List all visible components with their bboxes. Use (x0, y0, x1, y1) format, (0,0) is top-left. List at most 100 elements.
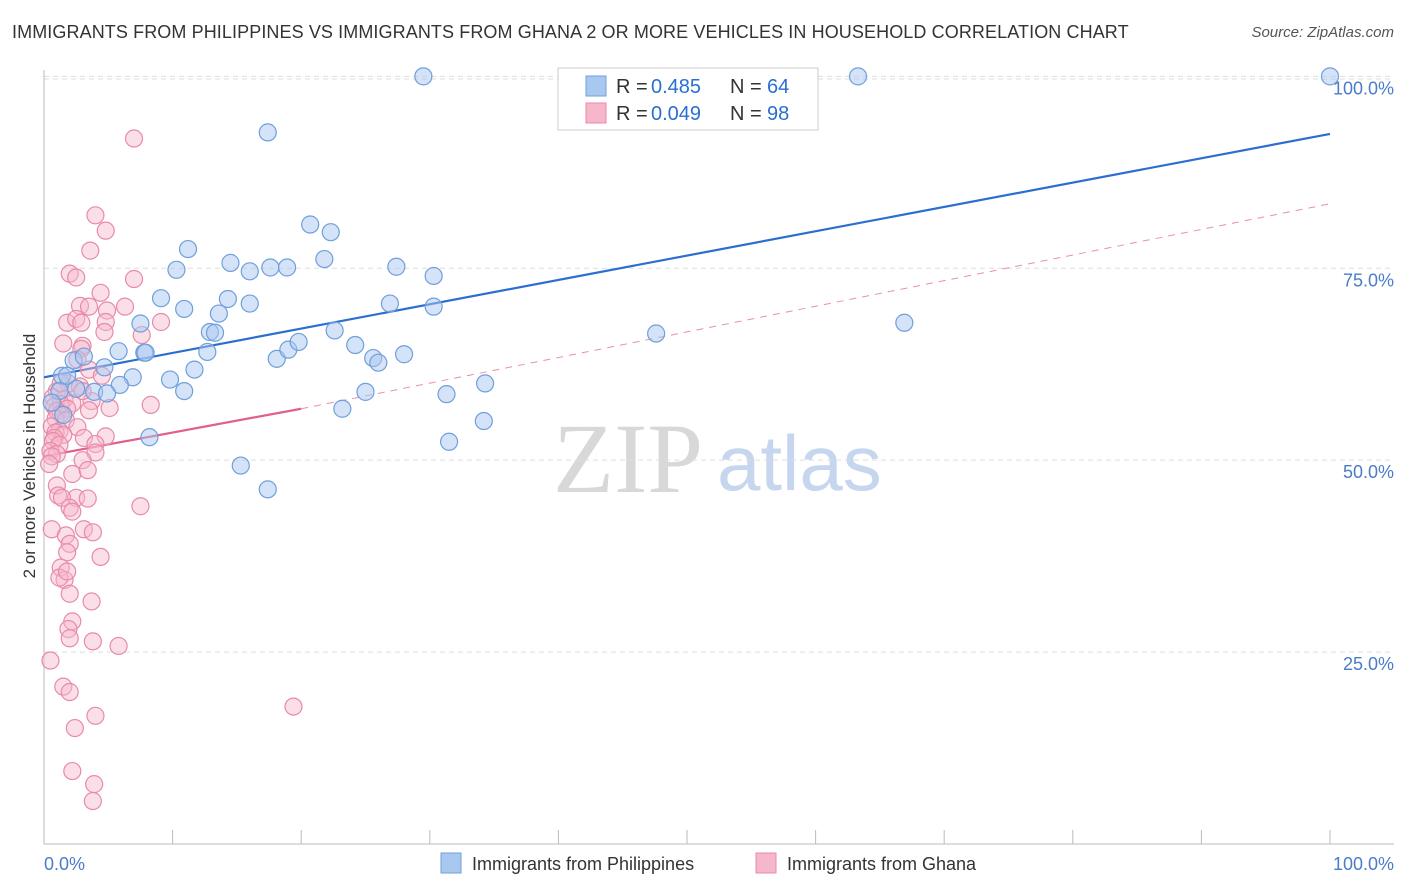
philippines-point-34 (289, 332, 308, 352)
philippines-point-52 (475, 374, 495, 393)
watermark-atlas: atlas (717, 419, 882, 507)
ghana-point-48 (74, 428, 93, 448)
ghana-point-17 (95, 322, 114, 342)
ghana-point-16 (72, 313, 91, 332)
watermark: ZIP atlas (553, 403, 882, 514)
ghana-point-91 (65, 718, 84, 738)
philippines-point-24 (205, 323, 225, 342)
philippines-point-19 (424, 297, 443, 316)
ghana-point-64 (52, 488, 72, 507)
y-tick-label-50: 50.0% (1343, 462, 1394, 482)
legend-r-label-blue: R = (616, 76, 648, 98)
ghana-point-82 (59, 619, 78, 639)
ghana-point-85 (109, 636, 128, 656)
ghana-point-49 (96, 427, 115, 446)
philippines-point-20 (131, 314, 150, 333)
chart-title: IMMIGRANTS FROM PHILIPPINES VS IMMIGRANT… (12, 22, 1129, 42)
philippines-point-41 (185, 360, 204, 379)
trend-line-philippines (43, 132, 1331, 379)
ghana-point-65 (78, 489, 97, 508)
philippines-point-45 (110, 375, 129, 395)
series-swatch-philippines (440, 852, 462, 874)
philippines-point-27 (895, 313, 914, 332)
ghana-point-60 (78, 461, 97, 480)
philippines-point-54 (474, 411, 493, 431)
legend-n-value-blue: 64 (767, 76, 789, 98)
ghana-point-67 (131, 497, 150, 516)
y-tick-labels: 25.0% 50.0% 75.0% 100.0% (1333, 78, 1394, 674)
ghana-point-59 (63, 464, 82, 484)
philippines-point-25 (325, 321, 344, 340)
philippines-point-26 (647, 324, 666, 343)
philippines-point-30 (136, 343, 155, 362)
philippines-point-6 (178, 239, 198, 259)
philippines-point-3 (258, 123, 277, 142)
philippines-point-40 (95, 358, 114, 377)
philippines-point-49 (97, 384, 117, 403)
series-label-ghana: Immigrants from Ghana (787, 854, 977, 874)
philippines-point-7 (221, 253, 240, 272)
y-tick-label-100: 100.0% (1333, 78, 1394, 98)
philippines-point-51 (356, 382, 375, 401)
ghana-point-71 (83, 523, 102, 542)
philippines-point-12 (315, 249, 334, 269)
ghana-point-10 (115, 297, 135, 316)
philippines-point-0 (414, 67, 433, 86)
ghana-point-79 (60, 584, 79, 603)
legend-r-value-pink: 0.049 (651, 103, 701, 125)
ghana-point-0 (124, 129, 144, 148)
legend-n-value-pink: 98 (767, 103, 789, 125)
trend-line-ghana (43, 407, 302, 458)
ghana-point-2 (96, 221, 115, 240)
philippines-point-57 (231, 456, 250, 475)
philippines-point-14 (424, 266, 443, 286)
ghana-point-88 (60, 682, 79, 702)
ghana-point-90 (86, 706, 105, 725)
philippines-point-18 (380, 294, 400, 313)
ghana-point-84 (83, 632, 102, 651)
philippines-point-55 (140, 428, 159, 447)
philippines-point-58 (258, 480, 277, 499)
series-label-philippines: Immigrants from Philippines (472, 854, 694, 874)
ghana-point-95 (58, 562, 77, 581)
x-tick-label-min: 0.0% (44, 854, 85, 874)
ghana-point-93 (85, 775, 104, 794)
legend-swatch-blue (585, 75, 607, 97)
ghana-point-6 (124, 269, 144, 289)
legend-r-value-blue: 0.485 (651, 76, 701, 98)
ghana-point-5 (67, 268, 86, 287)
ghana-point-43 (68, 418, 87, 437)
philippines-point-31 (198, 342, 217, 362)
philippines-point-9 (240, 262, 259, 281)
philippines-point-44 (160, 370, 180, 389)
philippines-point-1 (848, 67, 868, 86)
series-legend: Immigrants from Philippines Immigrants f… (440, 852, 977, 874)
ghana-point-58 (40, 454, 59, 474)
legend-n-label-blue: N = (730, 76, 762, 98)
philippines-point-16 (218, 289, 237, 309)
ghana-point-89 (284, 697, 303, 716)
legend-r-label-pink: R = (616, 103, 648, 125)
y-tick-label-75: 75.0% (1343, 270, 1394, 290)
y-tick-label-25: 25.0% (1343, 654, 1394, 674)
philippines-point-21 (175, 299, 194, 319)
philippines-point-11 (277, 258, 297, 277)
philippines-point-28 (109, 342, 128, 361)
philippines-point-17 (240, 294, 259, 313)
ghana-point-75 (91, 547, 110, 567)
ghana-point-37 (141, 395, 160, 415)
chart-source: Source: ZipAtlas.com (1251, 24, 1394, 41)
watermark-zip: ZIP (553, 403, 703, 514)
ghana-points (40, 129, 303, 811)
philippines-point-10 (261, 258, 280, 277)
philippines-point-63 (74, 347, 93, 366)
trend-lines (43, 132, 1331, 458)
philippines-point-13 (387, 257, 406, 276)
philippines-point-59 (58, 366, 77, 385)
philippines-points (42, 67, 1340, 499)
ghana-point-80 (82, 592, 101, 611)
philippines-point-5 (321, 223, 340, 242)
philippines-point-50 (437, 385, 456, 404)
ghana-point-7 (91, 283, 110, 302)
